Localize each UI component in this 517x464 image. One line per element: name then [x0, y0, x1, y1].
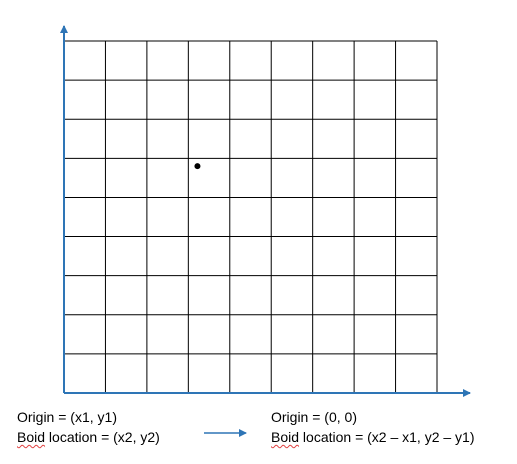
boid-word: Boid — [17, 429, 46, 445]
boid-location-original-label: Boid location = (x2, y2) — [17, 427, 160, 447]
boid-point — [194, 163, 201, 170]
boid-location-translated-text: location = (x2 – x1, y2 – y1) — [299, 429, 475, 445]
grid — [63, 40, 438, 394]
origin-translated-label: Origin = (0, 0) — [271, 409, 357, 425]
boid-location-original-text: location = (x2, y2) — [45, 429, 160, 445]
left-caption: Origin = (x1, y1) Boid location = (x2, y… — [17, 407, 160, 447]
boid-word: Boid — [271, 429, 300, 445]
right-caption: Origin = (0, 0) Boid location = (x2 – x1… — [271, 407, 475, 447]
boid-location-translated-label: Boid location = (x2 – x1, y2 – y1) — [271, 427, 475, 447]
origin-original-label: Origin = (x1, y1) — [17, 409, 117, 425]
